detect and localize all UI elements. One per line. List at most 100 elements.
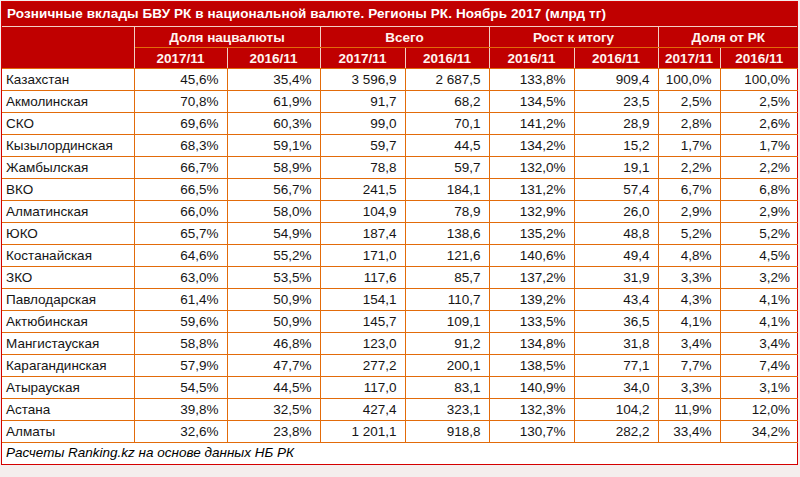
value-cell: 3 596,9 — [320, 69, 405, 91]
period-header: 2016/11 — [574, 48, 658, 69]
region-cell: ЮКО — [2, 223, 134, 245]
header-group-row: Доля нацвалютыВсегоРост к итогуДоля от Р… — [2, 27, 798, 48]
source-note: Расчеты Ranking.kz на основе данных НБ Р… — [2, 443, 797, 464]
corner-cell — [2, 27, 134, 69]
value-cell: 34,0 — [574, 377, 658, 399]
value-cell: 323,1 — [405, 399, 489, 421]
value-cell: 6,8% — [720, 179, 798, 201]
value-cell: 2,2% — [720, 157, 798, 179]
period-header: 2017/11 — [320, 48, 405, 69]
value-cell: 104,9 — [320, 201, 405, 223]
region-cell: Жамбылская — [2, 157, 134, 179]
value-cell: 31,9 — [574, 267, 658, 289]
value-cell: 132,0% — [489, 157, 574, 179]
value-cell: 85,7 — [405, 267, 489, 289]
value-cell: 140,6% — [489, 245, 574, 267]
value-cell: 2,2% — [658, 157, 720, 179]
value-cell: 4,8% — [658, 245, 720, 267]
value-cell: 66,7% — [134, 157, 227, 179]
value-cell: 909,4 — [574, 69, 658, 91]
value-cell: 134,8% — [489, 333, 574, 355]
value-cell: 110,7 — [405, 289, 489, 311]
region-cell: ВКО — [2, 179, 134, 201]
value-cell: 32,5% — [227, 399, 320, 421]
value-cell: 2,9% — [720, 201, 798, 223]
value-cell: 134,2% — [489, 135, 574, 157]
value-cell: 46,8% — [227, 333, 320, 355]
region-cell: Алматы — [2, 421, 134, 443]
value-cell: 11,9% — [658, 399, 720, 421]
period-header: 2016/11 — [720, 48, 798, 69]
value-cell: 91,2 — [405, 333, 489, 355]
value-cell: 109,1 — [405, 311, 489, 333]
period-header: 2016/11 — [405, 48, 489, 69]
value-cell: 2,5% — [658, 91, 720, 113]
value-cell: 139,2% — [489, 289, 574, 311]
value-cell: 117,0 — [320, 377, 405, 399]
value-cell: 282,2 — [574, 421, 658, 443]
value-cell: 5,2% — [720, 223, 798, 245]
value-cell: 19,1 — [574, 157, 658, 179]
value-cell: 58,9% — [227, 157, 320, 179]
value-cell: 7,7% — [658, 355, 720, 377]
value-cell: 49,4 — [574, 245, 658, 267]
table-row: Павлодарская61,4%50,9%154,1110,7139,2%43… — [2, 289, 798, 311]
table-row: Казахстан45,6%35,4%3 596,92 687,5133,8%9… — [2, 69, 798, 91]
value-cell: 104,2 — [574, 399, 658, 421]
value-cell: 83,1 — [405, 377, 489, 399]
value-cell: 70,1 — [405, 113, 489, 135]
value-cell: 36,5 — [574, 311, 658, 333]
value-cell: 2,9% — [658, 201, 720, 223]
value-cell: 141,2% — [489, 113, 574, 135]
table-row: ЗКО63,0%53,5%117,685,7137,2%31,93,3%3,2% — [2, 267, 798, 289]
value-cell: 66,0% — [134, 201, 227, 223]
region-cell: Астана — [2, 399, 134, 421]
value-cell: 5,2% — [658, 223, 720, 245]
value-cell: 130,7% — [489, 421, 574, 443]
value-cell: 134,5% — [489, 91, 574, 113]
value-cell: 3,3% — [658, 267, 720, 289]
value-cell: 64,6% — [134, 245, 227, 267]
column-group-label: Доля нацвалюты — [134, 27, 320, 48]
value-cell: 132,3% — [489, 399, 574, 421]
period-header: 2017/11 — [658, 48, 720, 69]
value-cell: 99,0 — [320, 113, 405, 135]
value-cell: 34,2% — [720, 421, 798, 443]
value-cell: 132,9% — [489, 201, 574, 223]
value-cell: 121,6 — [405, 245, 489, 267]
value-cell: 68,3% — [134, 135, 227, 157]
table-header: Доля нацвалютыВсегоРост к итогуДоля от Р… — [2, 27, 798, 69]
value-cell: 68,2 — [405, 91, 489, 113]
value-cell: 57,9% — [134, 355, 227, 377]
column-group-label: Рост к итогу — [489, 27, 658, 48]
value-cell: 61,4% — [134, 289, 227, 311]
period-header: 2016/11 — [227, 48, 320, 69]
table-row: Астана39,8%32,5%427,4323,1132,3%104,211,… — [2, 399, 798, 421]
value-cell: 77,1 — [574, 355, 658, 377]
value-cell: 2,6% — [720, 113, 798, 135]
value-cell: 1 201,1 — [320, 421, 405, 443]
region-cell: Акмолинская — [2, 91, 134, 113]
table-row: Карагандинская57,9%47,7%277,2200,1138,5%… — [2, 355, 798, 377]
region-cell: СКО — [2, 113, 134, 135]
value-cell: 4,3% — [658, 289, 720, 311]
value-cell: 78,8 — [320, 157, 405, 179]
value-cell: 427,4 — [320, 399, 405, 421]
value-cell: 59,7 — [320, 135, 405, 157]
region-cell: Алматинская — [2, 201, 134, 223]
value-cell: 4,1% — [720, 311, 798, 333]
value-cell: 200,1 — [405, 355, 489, 377]
value-cell: 78,9 — [405, 201, 489, 223]
region-cell: Карагандинская — [2, 355, 134, 377]
value-cell: 2,5% — [720, 91, 798, 113]
value-cell: 4,1% — [720, 289, 798, 311]
table-row: СКО69,6%60,3%99,070,1141,2%28,92,8%2,6% — [2, 113, 798, 135]
value-cell: 63,0% — [134, 267, 227, 289]
column-group-label: Всего — [320, 27, 489, 48]
value-cell: 26,0 — [574, 201, 658, 223]
table-body: Казахстан45,6%35,4%3 596,92 687,5133,8%9… — [2, 69, 798, 443]
region-cell: ЗКО — [2, 267, 134, 289]
value-cell: 3,2% — [720, 267, 798, 289]
value-cell: 45,6% — [134, 69, 227, 91]
value-cell: 137,2% — [489, 267, 574, 289]
